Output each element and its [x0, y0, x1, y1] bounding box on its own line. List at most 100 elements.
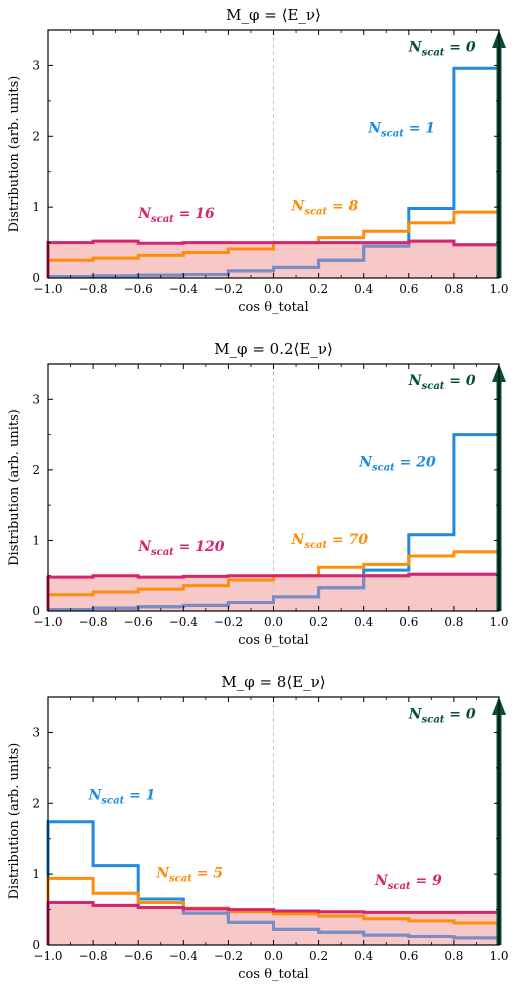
- annotation-value: = 8: [327, 199, 358, 215]
- annotation-subscript: scat: [101, 796, 124, 807]
- annotation-subscript: scat: [169, 874, 192, 885]
- x-tick-label: 0.6: [399, 615, 418, 629]
- annotation-value: = 1: [124, 788, 155, 804]
- y-tick-label: 0: [32, 938, 40, 952]
- annotation-label: Nscat = 0: [408, 373, 476, 392]
- annotation-value: = 0: [444, 706, 475, 722]
- y-tick-label: 3: [32, 392, 40, 406]
- annotation-main: N: [88, 788, 103, 804]
- x-tick-label: 0.4: [354, 615, 373, 629]
- y-tick-label: 1: [32, 533, 40, 547]
- annotation-subscript: scat: [151, 547, 174, 558]
- annotation-value: = 1: [404, 121, 435, 137]
- x-tick-label: 0.4: [354, 282, 373, 296]
- x-tick-label: −0.4: [169, 282, 199, 296]
- magenta-fill-area: [48, 574, 499, 611]
- y-axis-label: Distribution (arb. units): [7, 743, 22, 900]
- x-tick-label: 0.0: [264, 615, 283, 629]
- annotation-subscript: scat: [381, 129, 404, 140]
- annotation-main: N: [358, 454, 373, 470]
- annotation-label: Nscat = 0: [408, 39, 476, 58]
- chart-panel-1: M_φ = ⟨E_ν⟩ −1.0 −0.8 −0.6 −0.4 −0.2 0.0 0.2 0.4…: [7, 6, 509, 315]
- y-tick-label: 3: [32, 58, 40, 72]
- panel-title: M_φ = ⟨E_ν⟩: [226, 6, 321, 24]
- annotation-label: Nscat = 20: [358, 454, 436, 473]
- x-tick-label: −1.0: [33, 282, 62, 296]
- y-axis-label: Distribution (arb. units): [7, 76, 22, 233]
- x-tick-label: 0.0: [264, 282, 283, 296]
- x-tick-label: 0.8: [444, 949, 463, 963]
- annotation-label: Nscat = 70: [291, 532, 369, 551]
- annotation-label: Nscat = 120: [137, 539, 225, 558]
- series-line-magenta: [46, 900, 499, 945]
- x-axis-label: cos θ_total: [238, 300, 308, 315]
- annotation-label: Nscat = 1: [88, 788, 156, 807]
- annotation-main: N: [155, 866, 170, 882]
- annotation-value: = 16: [174, 206, 215, 222]
- x-tick-label: 0.8: [444, 282, 463, 296]
- annotation-main: N: [367, 121, 382, 137]
- y-tick-label: 2: [32, 796, 40, 810]
- y-tick-label: 2: [32, 463, 40, 477]
- x-tick-label: 0.8: [444, 615, 463, 629]
- chart-panel-3: M_φ = 8⟨E_ν⟩ −1.0 −0.8 −0.6 −0.4 −0.2 0.0 0.2 0.…: [7, 673, 509, 982]
- annotation-value: = 5: [192, 866, 223, 882]
- x-tick-label: 0.0: [264, 949, 283, 963]
- y-tick-label: 2: [32, 129, 40, 143]
- x-tick-label: −0.8: [79, 615, 108, 629]
- annotation-subscript: scat: [422, 381, 445, 392]
- x-tick-label: 1.0: [489, 949, 508, 963]
- x-tick-label: 0.2: [309, 615, 328, 629]
- x-tick-label: −0.6: [124, 282, 153, 296]
- annotation-value: = 120: [174, 539, 225, 555]
- annotation-subscript: scat: [304, 207, 327, 218]
- x-tick-label: 1.0: [489, 282, 508, 296]
- x-tick-label: 0.4: [354, 949, 373, 963]
- y-tick-label: 0: [32, 604, 40, 618]
- y-tick-label: 1: [32, 200, 40, 214]
- x-tick-label: −0.4: [169, 615, 199, 629]
- x-tick-label: −0.8: [79, 282, 108, 296]
- annotation-value: = 9: [411, 873, 442, 889]
- annotation-value: = 20: [395, 454, 436, 470]
- annotation-main: N: [291, 199, 306, 215]
- annotation-value: = 0: [444, 39, 475, 55]
- y-tick-label: 0: [32, 271, 40, 285]
- annotation-main: N: [137, 206, 152, 222]
- annotation-label: Nscat = 9: [374, 873, 442, 892]
- annotation-label: Nscat = 1: [367, 121, 435, 140]
- annotation-main: N: [408, 373, 423, 389]
- annotation-label: Nscat = 5: [155, 866, 223, 885]
- annotation-main: N: [408, 39, 423, 55]
- annotation-value: = 0: [444, 373, 475, 389]
- series-line-magenta: [46, 239, 499, 278]
- series-line-magenta: [46, 572, 499, 611]
- annotation-main: N: [137, 539, 152, 555]
- annotation-subscript: scat: [422, 714, 445, 725]
- chart-panel-2: M_φ = 0.2⟨E_ν⟩ −1.0 −0.8 −0.6 −0.4 −0.2 0.0 0.2…: [7, 340, 509, 648]
- panel-title: M_φ = 0.2⟨E_ν⟩: [214, 340, 333, 358]
- x-tick-label: −0.2: [214, 615, 243, 629]
- annotation-subscript: scat: [151, 214, 174, 225]
- x-tick-label: 1.0: [489, 615, 508, 629]
- x-tick-label: −0.8: [79, 949, 108, 963]
- x-axis-label: cos θ_total: [238, 633, 308, 648]
- annotation-label: Nscat = 16: [137, 206, 215, 225]
- x-tick-label: 0.6: [399, 282, 418, 296]
- x-tick-label: 0.6: [399, 949, 418, 963]
- annotation-label: Nscat = 8: [291, 199, 359, 218]
- magenta-fill-area: [48, 241, 499, 278]
- series-line-orange: [46, 210, 499, 278]
- annotation-subscript: scat: [422, 47, 445, 58]
- annotation-main: N: [374, 873, 389, 889]
- x-tick-label: −0.6: [124, 949, 153, 963]
- x-tick-label: −1.0: [33, 615, 62, 629]
- x-tick-label: 0.2: [309, 949, 328, 963]
- annotation-subscript: scat: [304, 540, 327, 551]
- annotation-value: = 70: [327, 532, 368, 548]
- x-tick-label: −0.2: [214, 282, 243, 296]
- x-tick-label: −0.6: [124, 615, 153, 629]
- annotation-main: N: [408, 706, 423, 722]
- x-tick-label: 0.2: [309, 282, 328, 296]
